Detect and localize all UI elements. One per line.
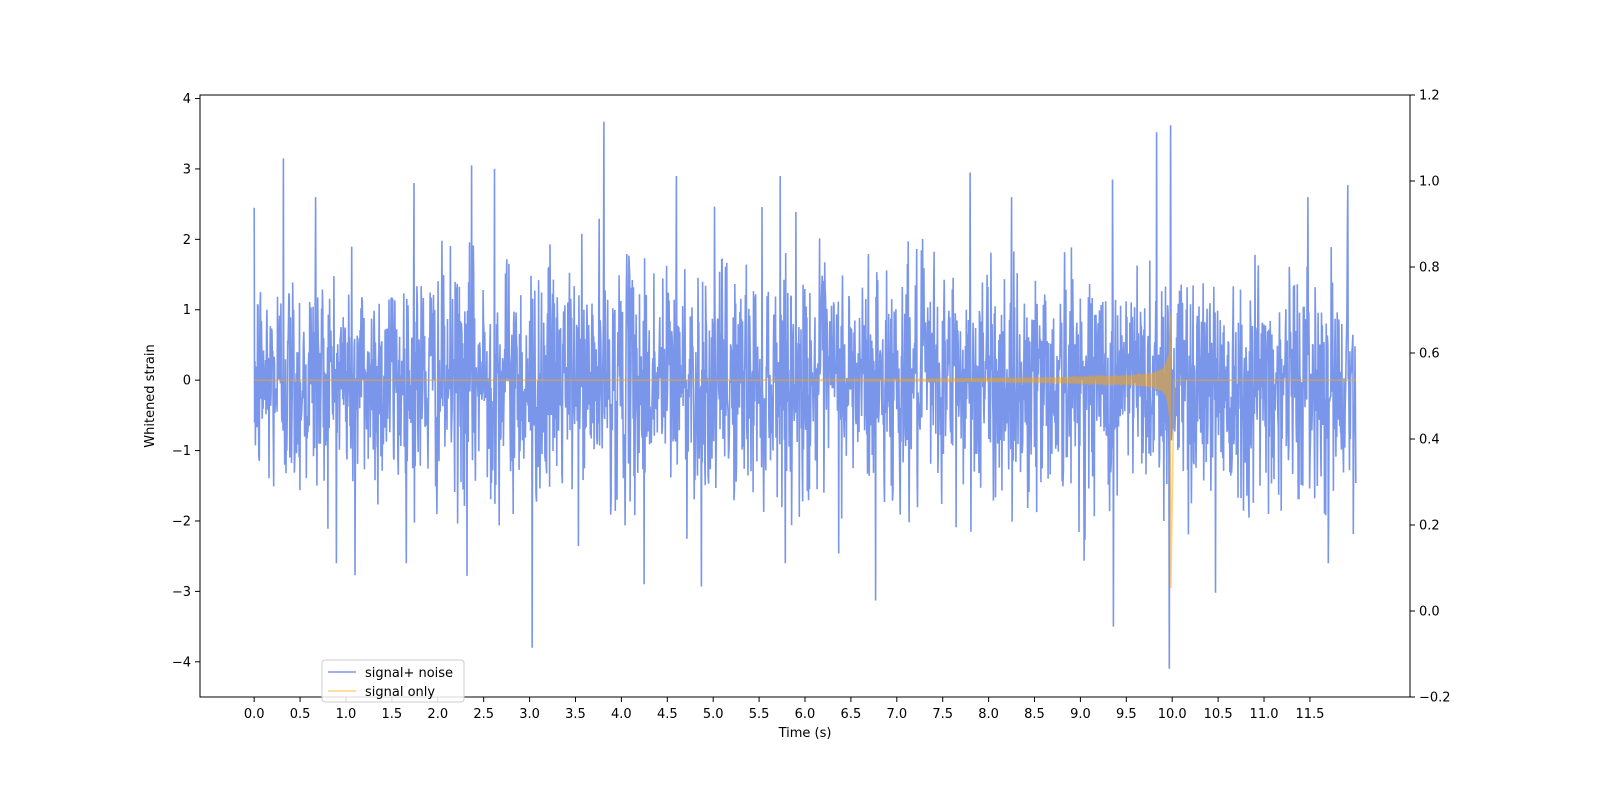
x-tick-label: 4.0 <box>611 707 632 722</box>
x-axis-label: Time (s) <box>778 726 832 741</box>
x-tick-label: 9.0 <box>1070 707 1091 722</box>
x-tick-label: 6.0 <box>795 707 816 722</box>
y-right-tick-label: 1.0 <box>1419 175 1440 190</box>
y-tick-label: 1 <box>183 303 191 318</box>
y-tick-label: 0 <box>183 374 191 389</box>
axes: 0.0 0.5 1.0 1.5 2.0 2.5 3.0 3.5 4.0 4.5 5.0 5.5 6.0 6… <box>172 89 1451 723</box>
legend-box <box>321 659 465 703</box>
x-tick-label: 4.5 <box>657 707 678 722</box>
y-right-tick-label: 0.4 <box>1419 433 1440 448</box>
x-tick-label: 1.0 <box>336 707 357 722</box>
x-tick-label: 2.5 <box>473 707 494 722</box>
x-tick-label: 8.0 <box>978 707 999 722</box>
x-tick-label: 2.0 <box>427 707 448 722</box>
legend-label-signal-only: signal only <box>365 685 435 700</box>
series-signal-noise-line <box>253 121 1357 669</box>
y-right-tick-label: 0.2 <box>1419 519 1440 534</box>
y-tick-label: 3 <box>183 162 191 177</box>
y-tick-label: −2 <box>172 514 191 529</box>
y-right-tick-label: 0.6 <box>1419 347 1440 362</box>
x-tick-label: 7.5 <box>932 707 953 722</box>
series-signal-only-line <box>254 313 1356 588</box>
x-tick-label: 0.5 <box>290 707 311 722</box>
x-tick-label: 5.5 <box>749 707 770 722</box>
y-tick-label: −4 <box>172 655 191 670</box>
x-tick-label: 6.5 <box>841 707 862 722</box>
x-tick-label: 8.5 <box>1024 707 1045 722</box>
plot-area <box>253 121 1357 669</box>
y-right-tick-label: 1.2 <box>1419 89 1440 104</box>
legend: signal+ noise signal only <box>321 659 465 703</box>
x-tick-label: 3.5 <box>565 707 586 722</box>
y-right-tick-label: −0.2 <box>1419 691 1451 706</box>
y-right-tick-label: 0.0 <box>1419 605 1440 620</box>
x-tick-label: 10.5 <box>1204 707 1233 722</box>
y-tick-label: −3 <box>172 585 191 600</box>
y-axis-label: Whitened strain <box>143 344 158 447</box>
x-tick-label: 11.5 <box>1295 707 1324 722</box>
x-tick-label: 10.0 <box>1158 707 1187 722</box>
y-right-tick-label: 0.8 <box>1419 261 1440 276</box>
x-tick-label: 0.0 <box>244 707 265 722</box>
x-tick-label: 1.5 <box>382 707 403 722</box>
y-tick-label: 2 <box>183 233 191 248</box>
x-tick-label: 9.5 <box>1116 707 1137 722</box>
x-tick-label: 3.0 <box>519 707 540 722</box>
x-tick-label: 5.0 <box>703 707 724 722</box>
y-tick-label: −1 <box>172 444 191 459</box>
x-tick-label: 7.0 <box>886 707 907 722</box>
legend-label-signal-noise: signal+ noise <box>365 666 453 681</box>
x-tick-label: 11.0 <box>1250 707 1279 722</box>
y-tick-label: 4 <box>183 92 191 107</box>
